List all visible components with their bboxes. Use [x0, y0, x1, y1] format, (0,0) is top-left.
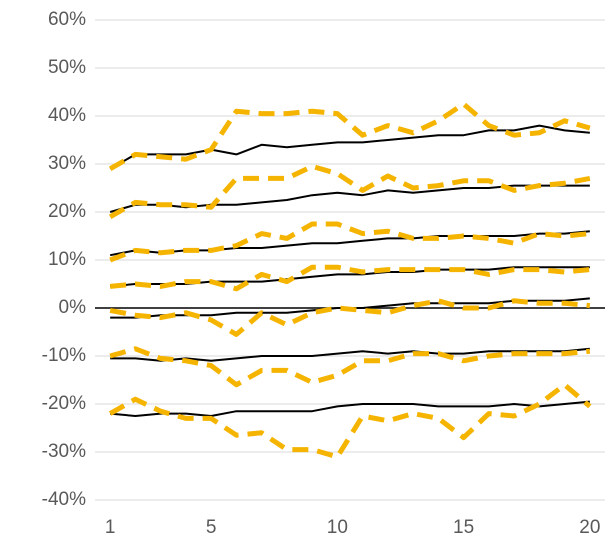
y-tick-label: -40%: [42, 489, 86, 510]
solid-line: [109, 184, 590, 213]
dashed-line: [108, 101, 591, 171]
dashed-line: [109, 346, 591, 388]
y-tick-label: -20%: [42, 393, 86, 414]
solid-line: [109, 124, 590, 170]
dashed-line: [109, 298, 591, 337]
y-tick-label: 50%: [48, 57, 86, 78]
x-tick-label: 5: [206, 517, 217, 538]
y-tick-label: 0%: [59, 297, 87, 318]
y-tick-label: 40%: [48, 105, 86, 126]
y-tick-label: -30%: [42, 441, 86, 462]
x-tick-label: 10: [327, 517, 348, 538]
dashed-line: [108, 163, 591, 219]
solid-line: [110, 400, 590, 417]
y-tick-label: 10%: [48, 249, 86, 270]
y-tick-label: -10%: [42, 345, 86, 366]
y-tick-label: 30%: [48, 153, 86, 174]
dashed-line: [108, 382, 592, 460]
x-tick-label: 1: [105, 517, 116, 538]
x-tick-label: 20: [579, 517, 600, 538]
y-tick-label: 20%: [48, 201, 86, 222]
solid-line: [109, 230, 590, 257]
dashed-line: [109, 221, 591, 263]
y-tick-label: 60%: [48, 9, 86, 30]
x-tick-label: 15: [453, 517, 474, 538]
solid-line: [110, 347, 590, 362]
dashed-line: [109, 264, 591, 292]
